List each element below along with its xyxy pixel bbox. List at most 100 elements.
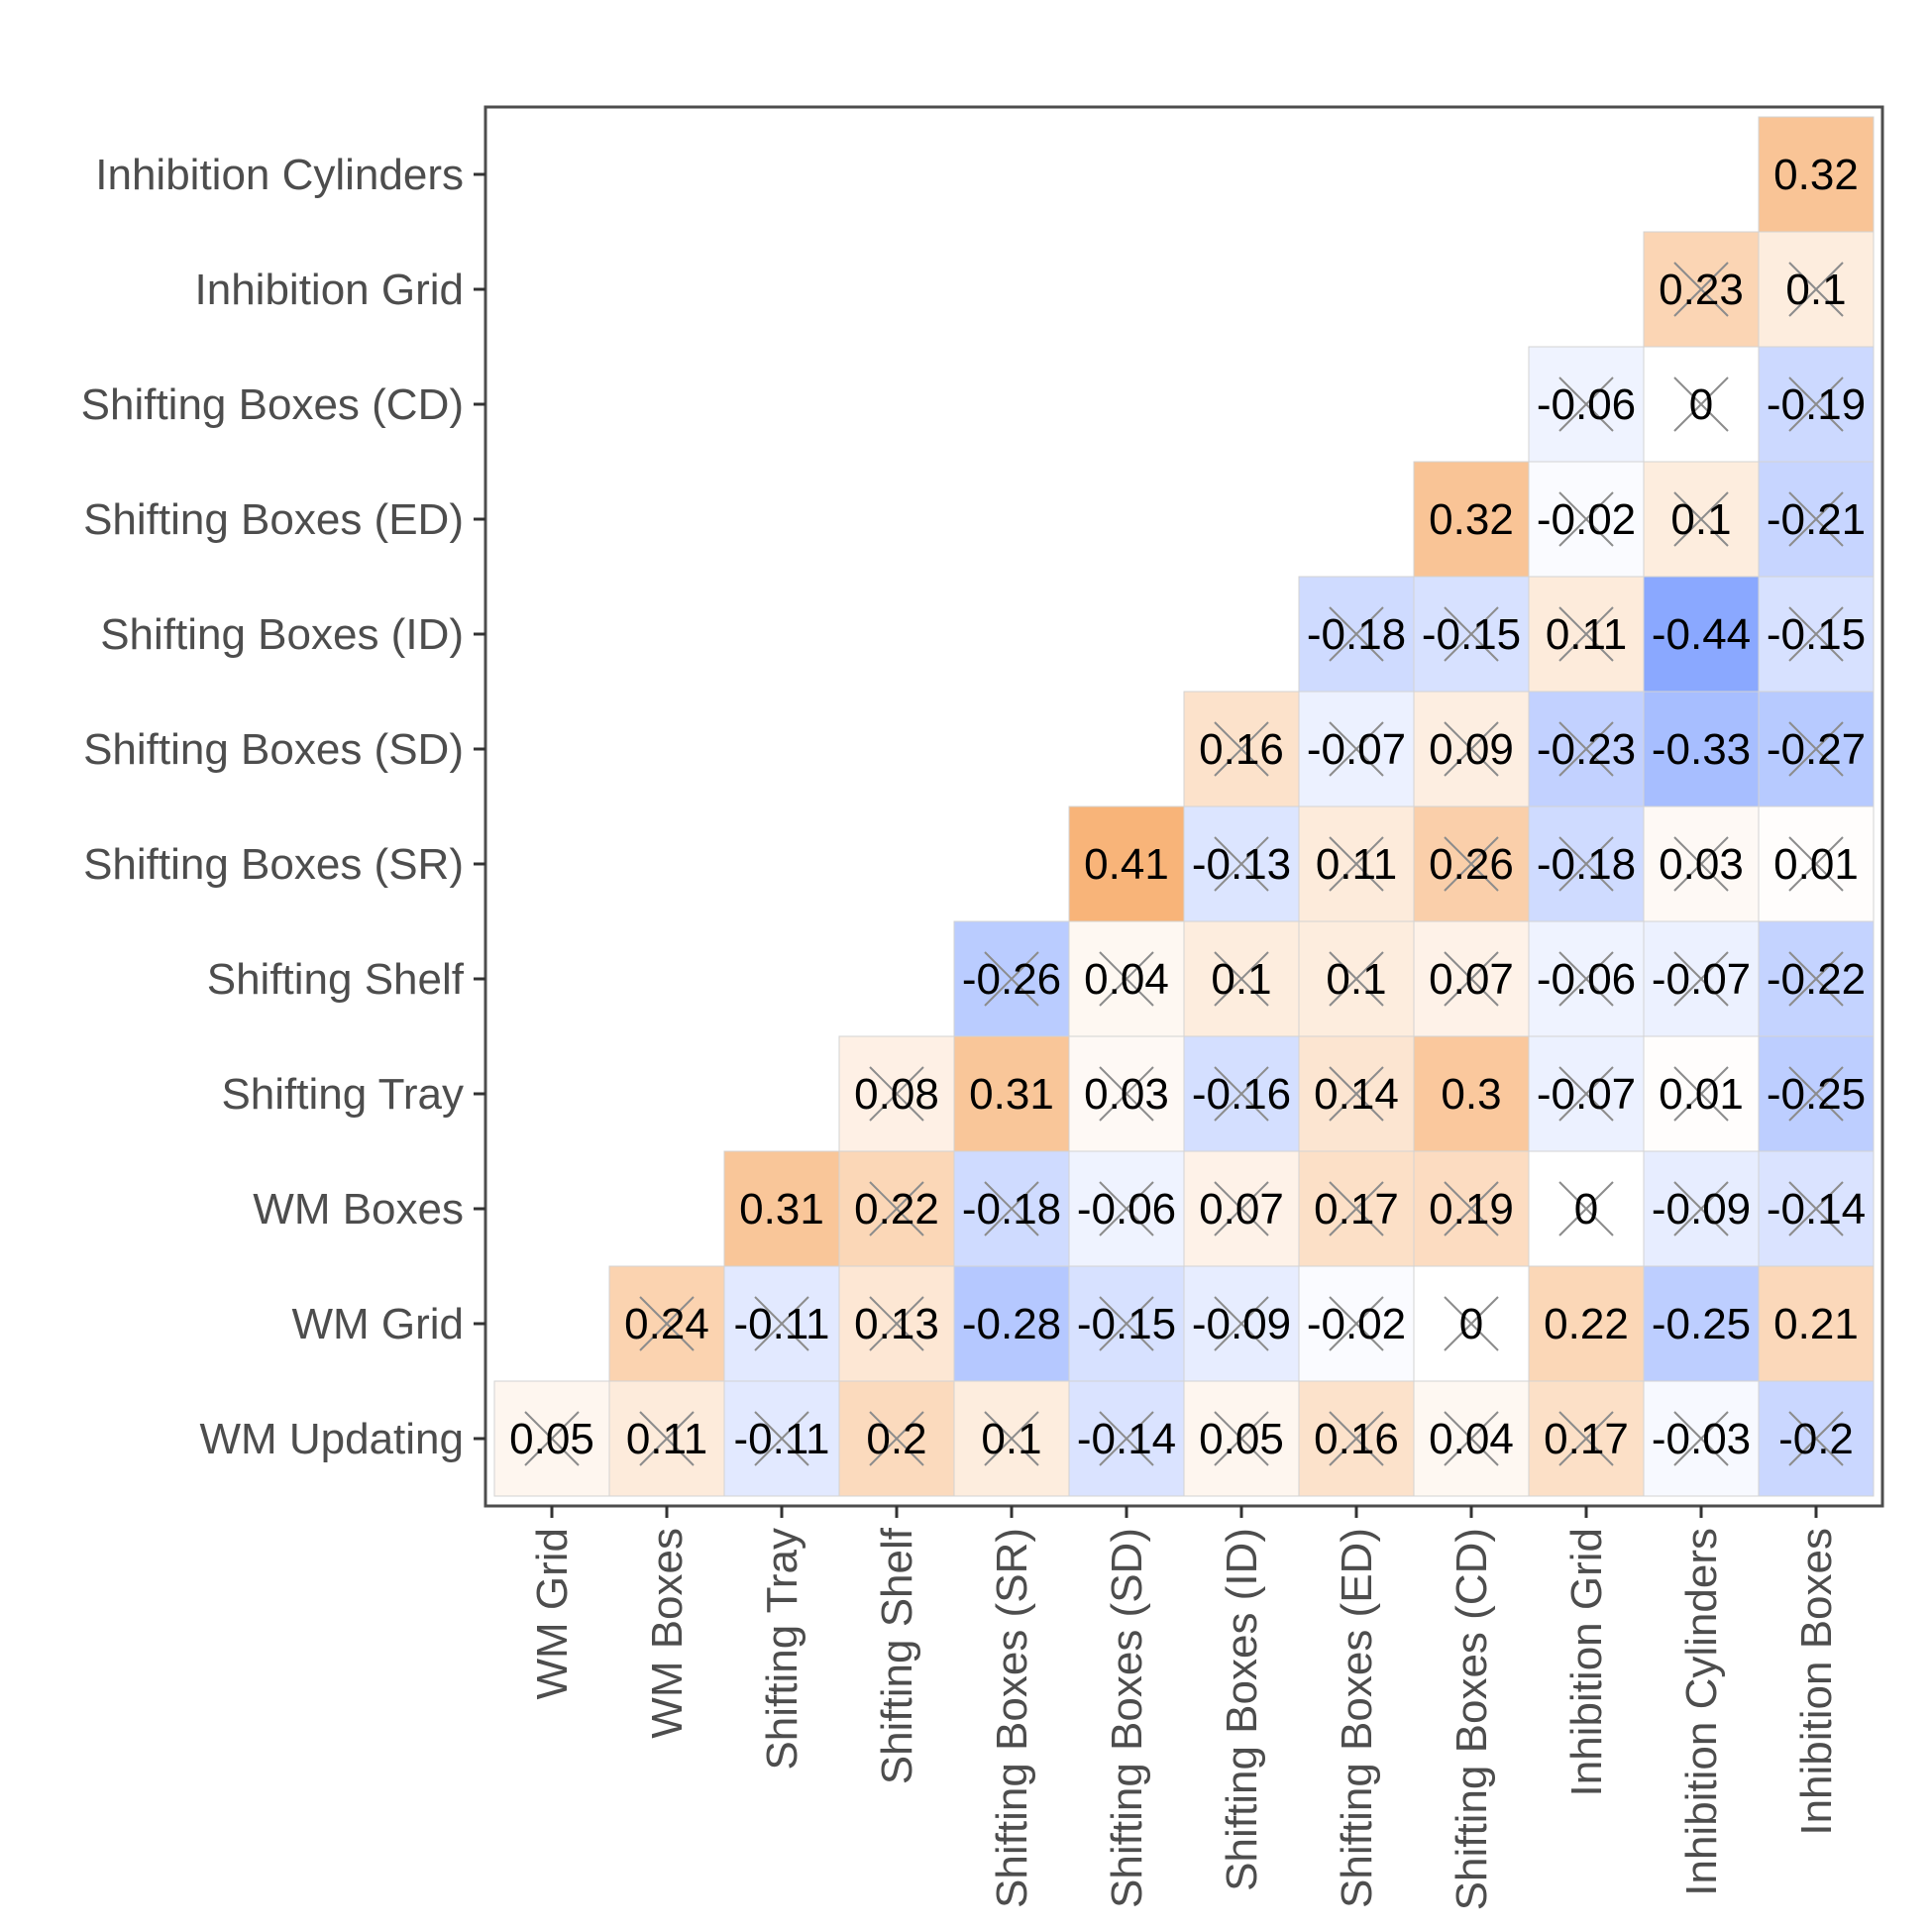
row-label-inhibition-grid: Inhibition Grid [195,266,464,314]
cell-value-label: -0.11 [733,1300,829,1348]
cell-value-label: 0.04 [1084,955,1169,1004]
cell-value-label: 0.05 [1199,1415,1284,1463]
insignificant-cross-mark [754,1411,809,1466]
cells-layer [493,116,1875,1497]
insignificant-cross-mark [1558,721,1614,777]
cell-value-label: -0.07 [1537,1070,1636,1119]
insignificant-cross-mark [869,1181,924,1236]
cell-value-label: -0.2 [1778,1415,1854,1463]
insignificant-cross-mark [1329,606,1384,662]
column-label-inhibition-cylinders: Inhibition Cylinders [1677,1528,1726,1896]
row-label-shifting-shelf: Shifting Shelf [207,955,465,1004]
cell-value-label: 0.17 [1544,1415,1629,1463]
insignificant-cross-mark [1214,1066,1269,1122]
cell-value-label: -0.06 [1537,380,1636,429]
insignificant-cross-mark [984,1411,1039,1466]
cell-value-label: 0.19 [1429,1185,1514,1234]
insignificant-cross-mark [1444,951,1499,1007]
cell-value-label: 0.01 [1773,840,1859,889]
cell-value-label: 0.11 [1546,610,1627,659]
cell-value-label: 0.23 [1659,266,1744,314]
insignificant-cross-mark [1214,721,1269,777]
row-label-shifting-tray: Shifting Tray [221,1070,464,1119]
cell-value-label: 0.09 [1429,725,1514,774]
insignificant-cross-mark [1788,1066,1844,1122]
insignificant-cross-mark [1788,262,1844,317]
cell-value-label: -0.02 [1307,1300,1406,1348]
cell-value-label: -0.07 [1307,725,1406,774]
column-label-inhibition-grid: Inhibition Grid [1562,1528,1611,1796]
heatmap-cell [1758,116,1875,233]
cell-value-label: -0.23 [1537,725,1636,774]
cell-value-label: -0.26 [962,955,1061,1004]
cell-value-label: -0.15 [1077,1300,1176,1348]
insignificant-cross-mark [984,1181,1039,1236]
insignificant-cross-mark [1558,376,1614,432]
column-label-shifting-shelf: Shifting Shelf [873,1527,921,1784]
insignificant-cross-mark [1788,491,1844,547]
insignificant-cross-mark [754,1296,809,1351]
row-label-shifting-boxes-id: Shifting Boxes (ID) [100,610,464,659]
column-label-wm-grid: WM Grid [528,1528,577,1700]
insignificant-cross-mark [1099,951,1154,1007]
cell-value-label: -0.09 [1192,1300,1291,1348]
cell-value-label: 0.03 [1084,1070,1169,1119]
insignificant-cross-mark [1444,1181,1499,1236]
insignificant-cross-mark [1099,1066,1154,1122]
cell-value-label: -0.25 [1767,1070,1866,1119]
heatmap-cell [1643,576,1760,693]
row-label-shifting-boxes-sd: Shifting Boxes (SD) [83,725,464,774]
heatmap-cell [1758,1265,1875,1382]
insignificant-cross-mark [639,1296,695,1351]
row-label-wm-boxes: WM Boxes [253,1185,464,1234]
insignificant-cross-mark [869,1296,924,1351]
column-label-shifting-boxes-ed: Shifting Boxes (ED) [1333,1528,1381,1908]
row-label-shifting-boxes-ed: Shifting Boxes (ED) [83,495,464,544]
row-label-shifting-boxes-sr: Shifting Boxes (SR) [83,840,464,889]
cell-value-label: 0.11 [626,1415,707,1463]
insignificant-cross-mark [1444,721,1499,777]
insignificant-cross-mark [1558,491,1614,547]
insignificant-cross-mark [1329,951,1384,1007]
column-label-shifting-tray: Shifting Tray [758,1528,806,1771]
insignificant-cross-mark [1099,1411,1154,1466]
insignificant-cross-mark [1214,1411,1269,1466]
cell-value-label: 0.05 [509,1415,594,1463]
cell-value-label: 0 [1689,380,1713,429]
axis-layer: Inhibition Cylinders Inhibition Grid Shift… [81,151,1841,1910]
row-label-inhibition-cylinders: Inhibition Cylinders [95,151,464,199]
cell-value-label: -0.06 [1537,955,1636,1004]
cell-labels-layer: 0.32 0.23 0.1 -0.06 0 -0.19 0.32 -0.02 0.1 -0.21 -… [509,151,1866,1466]
cell-value-label: -0.22 [1767,955,1866,1004]
cell-value-label: -0.15 [1422,610,1521,659]
insignificant-cross-mark [1214,836,1269,892]
cell-value-label: -0.06 [1077,1185,1176,1234]
cell-value-label: 0.26 [1429,840,1514,889]
insignificant-cross-mark [1329,836,1384,892]
cell-value-label: -0.18 [962,1185,1061,1234]
heatmap-cell [1068,1035,1185,1152]
insignificant-cross-mark [1444,836,1499,892]
insignificant-cross-mark [1444,606,1499,662]
insignificant-cross-mark [1673,262,1729,317]
cell-value-label: -0.03 [1652,1415,1751,1463]
insignificant-cross-mark [1099,1181,1154,1236]
cell-value-label: 0.32 [1773,151,1859,199]
insignificant-cross-mark [1788,951,1844,1007]
cell-value-label: -0.14 [1767,1185,1866,1234]
cell-value-label: 0.1 [1785,266,1846,314]
cell-value-label: 0.13 [854,1300,939,1348]
cell-value-label: -0.09 [1652,1185,1751,1234]
cell-value-label: 0.31 [969,1070,1054,1119]
column-label-shifting-boxes-sd: Shifting Boxes (SD) [1103,1528,1151,1908]
insignificant-cross-mark [1558,1181,1614,1236]
insignificant-cross-mark [1673,951,1729,1007]
insignificant-cross-mark [1788,721,1844,777]
insignificant-cross-mark [1788,376,1844,432]
insignificant-cross-mark [1214,951,1269,1007]
cell-value-label: -0.25 [1652,1300,1751,1348]
panel-border [483,105,1884,1508]
insignificant-cross-mark [1558,951,1614,1007]
cell-value-label: 0.11 [1316,840,1397,889]
